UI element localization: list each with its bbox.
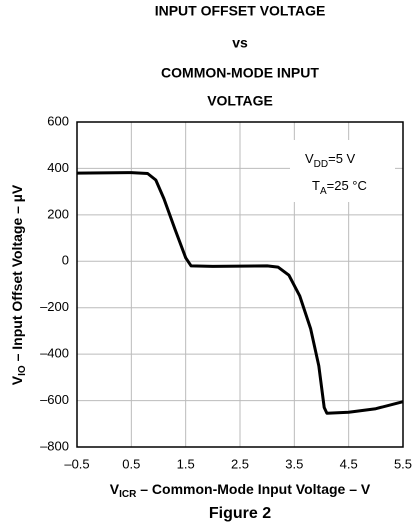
legend-box <box>290 140 395 202</box>
y-axis-label-part: – Input Offset Voltage – µV <box>9 184 25 365</box>
x-tick-label: 5.5 <box>394 456 412 471</box>
x-axis-label: VICR – Common-Mode Input Voltage – V <box>110 481 371 500</box>
y-tick-label: 200 <box>47 206 69 221</box>
chart-title: INPUT OFFSET VOLTAGE <box>155 3 326 19</box>
y-axis-label: VIO – Input Offset Voltage – µV <box>9 184 28 385</box>
y-tick-label: 600 <box>47 113 69 128</box>
y-axis-label-part: IO <box>17 365 28 376</box>
y-tick-label: –600 <box>40 392 69 407</box>
annotation-part: A <box>320 186 327 197</box>
annotation-part: V <box>305 151 314 166</box>
data-line <box>76 171 404 415</box>
annotation-part: =5 V <box>328 151 355 166</box>
chart-title: vs <box>232 35 248 51</box>
x-tick-label: –0.5 <box>64 456 89 471</box>
x-tick-label: 0.5 <box>122 456 140 471</box>
annotation: TA=25 °C <box>312 178 367 196</box>
x-axis-label-part: V <box>110 481 120 497</box>
chart-title: COMMON-MODE INPUT <box>161 65 319 81</box>
x-tick-label: 3.5 <box>285 456 303 471</box>
x-axis-label-part: ICR <box>119 489 137 500</box>
plot-frame <box>76 121 404 448</box>
x-axis-label-part: – Common-Mode Input Voltage – V <box>136 481 371 497</box>
annotation: VDD=5 V <box>305 151 356 169</box>
x-tick-label: 2.5 <box>231 456 249 471</box>
y-tick-label: –400 <box>40 346 69 361</box>
y-tick-label: 400 <box>47 160 69 175</box>
y-tick-label: 0 <box>62 253 69 268</box>
y-tick-label: –200 <box>40 299 69 314</box>
caption: Figure 2 <box>209 505 271 522</box>
annotation-part: T <box>312 178 320 193</box>
chart-title: VOLTAGE <box>207 93 273 109</box>
x-tick-label: 4.5 <box>340 456 358 471</box>
y-tick-label: –800 <box>40 438 69 453</box>
annotation-part: =25 °C <box>327 178 367 193</box>
annotation-part: DD <box>314 159 328 170</box>
y-axis-label-part: V <box>9 375 25 385</box>
x-tick-label: 1.5 <box>177 456 195 471</box>
